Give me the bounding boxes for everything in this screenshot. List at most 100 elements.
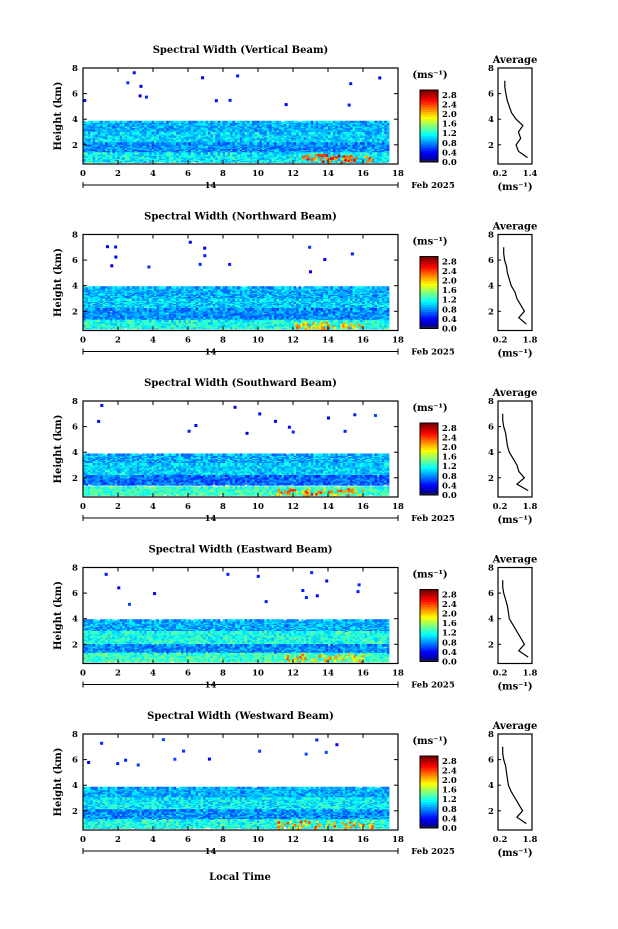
- heatmap-cell: [230, 121, 233, 124]
- heatmap-cell: [164, 121, 167, 124]
- heatmap-cell: [311, 121, 314, 124]
- heatmap-cell: [289, 121, 292, 124]
- heatmap-cell: [85, 122, 88, 125]
- heatmap-cell: [328, 121, 331, 124]
- heatmap-cell: [95, 121, 98, 124]
- heatmap-cell: [335, 121, 338, 124]
- heatmap-cell: [255, 121, 258, 124]
- heatmap-cell: [269, 121, 272, 124]
- heatmap-cell: [357, 121, 360, 124]
- heatmap-cell: [291, 121, 294, 124]
- heatmap-cell: [350, 121, 353, 124]
- heatmap-cell: [225, 121, 228, 124]
- heatmap-cell: [237, 121, 240, 124]
- heatmap-cell: [179, 121, 182, 124]
- heatmap-cell: [171, 121, 174, 124]
- heatmap-cell: [232, 121, 235, 124]
- heatmap-cell: [353, 121, 356, 124]
- heatmap-cell: [98, 121, 101, 124]
- heatmap-cell: [279, 121, 282, 124]
- heatmap-cell: [326, 121, 329, 124]
- heatmap-cell: [181, 121, 184, 124]
- panel-1: Spectral Width (Vertical Beam)0 2 4 6 8 10 12 1…: [53, 45, 537, 193]
- heatmap-cell: [274, 121, 277, 124]
- heatmap-cell: [112, 121, 115, 124]
- figure-canvas: Spectral Width (Vertical Beam)0 2 4 6 8 10 12 1…: [0, 0, 618, 929]
- heatmap-cell: [125, 121, 128, 124]
- heatmap-cell: [203, 121, 206, 124]
- heatmap-cell: [215, 121, 218, 124]
- heatmap-cell: [262, 121, 265, 124]
- heatmap-cell: [387, 121, 390, 124]
- heatmap-cell: [174, 121, 177, 124]
- heatmap-cell: [137, 121, 140, 124]
- heatmap-cell: [367, 121, 370, 124]
- heatmap-cell: [100, 121, 103, 124]
- heatmap-cell: [240, 121, 243, 124]
- heatmap-cell: [213, 121, 216, 124]
- heatmap-cell: [308, 121, 311, 124]
- heatmap-cell: [333, 121, 336, 124]
- heatmap-cell: [220, 121, 223, 124]
- heatmap-cell: [245, 121, 248, 124]
- heatmap-cell: [169, 121, 172, 124]
- heatmap-cell: [379, 121, 382, 124]
- heatmap-cell: [88, 121, 91, 124]
- heatmap-cell: [120, 121, 123, 124]
- heatmap-cell: [316, 121, 319, 124]
- heatmap-cell: [252, 121, 255, 124]
- heatmap-cell: [338, 121, 341, 124]
- heatmap-cell: [132, 121, 135, 124]
- heatmap-cell: [304, 121, 307, 124]
- heatmap-cell: [154, 121, 157, 124]
- heatmap-cell: [370, 121, 373, 124]
- heatmap-cell: [286, 125, 289, 128]
- heatmap-cell: [228, 121, 231, 124]
- heatmap-cell: [301, 121, 304, 124]
- heatmap-cell: [296, 121, 299, 124]
- heatmap-cell: [321, 121, 324, 124]
- heatmap-cell: [250, 121, 253, 124]
- heatmap-cell: [284, 121, 287, 124]
- heatmap-cell: [176, 121, 179, 124]
- heatmap-cell: [134, 121, 137, 124]
- heatmap-cell: [382, 121, 385, 124]
- heatmap-cell: [159, 121, 162, 124]
- heatmap-cell: [365, 121, 368, 124]
- heatmap-cell: [130, 121, 133, 124]
- panels-group: Spectral Width (Vertical Beam)0 2 4 6 8 10 12 1…: [53, 45, 537, 859]
- heatmap-cell: [257, 121, 260, 124]
- heatmap-cell: [139, 121, 142, 124]
- heatmap-cell: [375, 121, 378, 124]
- heatmap-cell: [272, 121, 275, 124]
- heatmap-cell: [122, 121, 125, 124]
- heatmap-cell: [108, 121, 111, 124]
- heatmap-cell: [355, 121, 358, 124]
- heatmap-cell: [235, 121, 238, 124]
- heatmap-cell: [323, 121, 326, 124]
- heatmap-cell: [193, 121, 196, 124]
- heatmap-cell: [201, 121, 204, 124]
- heatmap-cell: [183, 121, 186, 124]
- panel-title: Spectral Width (Vertical Beam): [153, 45, 329, 56]
- heatmap-cell: [306, 121, 309, 124]
- heatmap-cell: [267, 121, 270, 124]
- heatmap-cell: [157, 121, 160, 124]
- heatmap-cell: [318, 121, 321, 124]
- heatmap-cell: [281, 122, 284, 125]
- heatmap-cell: [166, 121, 169, 124]
- heatmap-cells: [83, 71, 389, 163]
- heatmap-cell: [198, 121, 201, 124]
- heatmap-cell: [372, 121, 375, 124]
- heatmap-cell: [218, 121, 221, 124]
- heatmap-cell: [186, 121, 189, 124]
- heatmap-cell: [103, 121, 106, 124]
- heatmap-cell: [286, 121, 289, 124]
- heatmap-cell: [132, 128, 135, 130]
- heatmap-cell: [161, 121, 164, 124]
- heatmap-cell: [210, 121, 213, 124]
- heatmap-cell: [259, 121, 262, 124]
- heatmap-cell: [330, 121, 333, 124]
- heatmap-cell: [206, 121, 209, 124]
- heatmap-cell: [110, 121, 113, 124]
